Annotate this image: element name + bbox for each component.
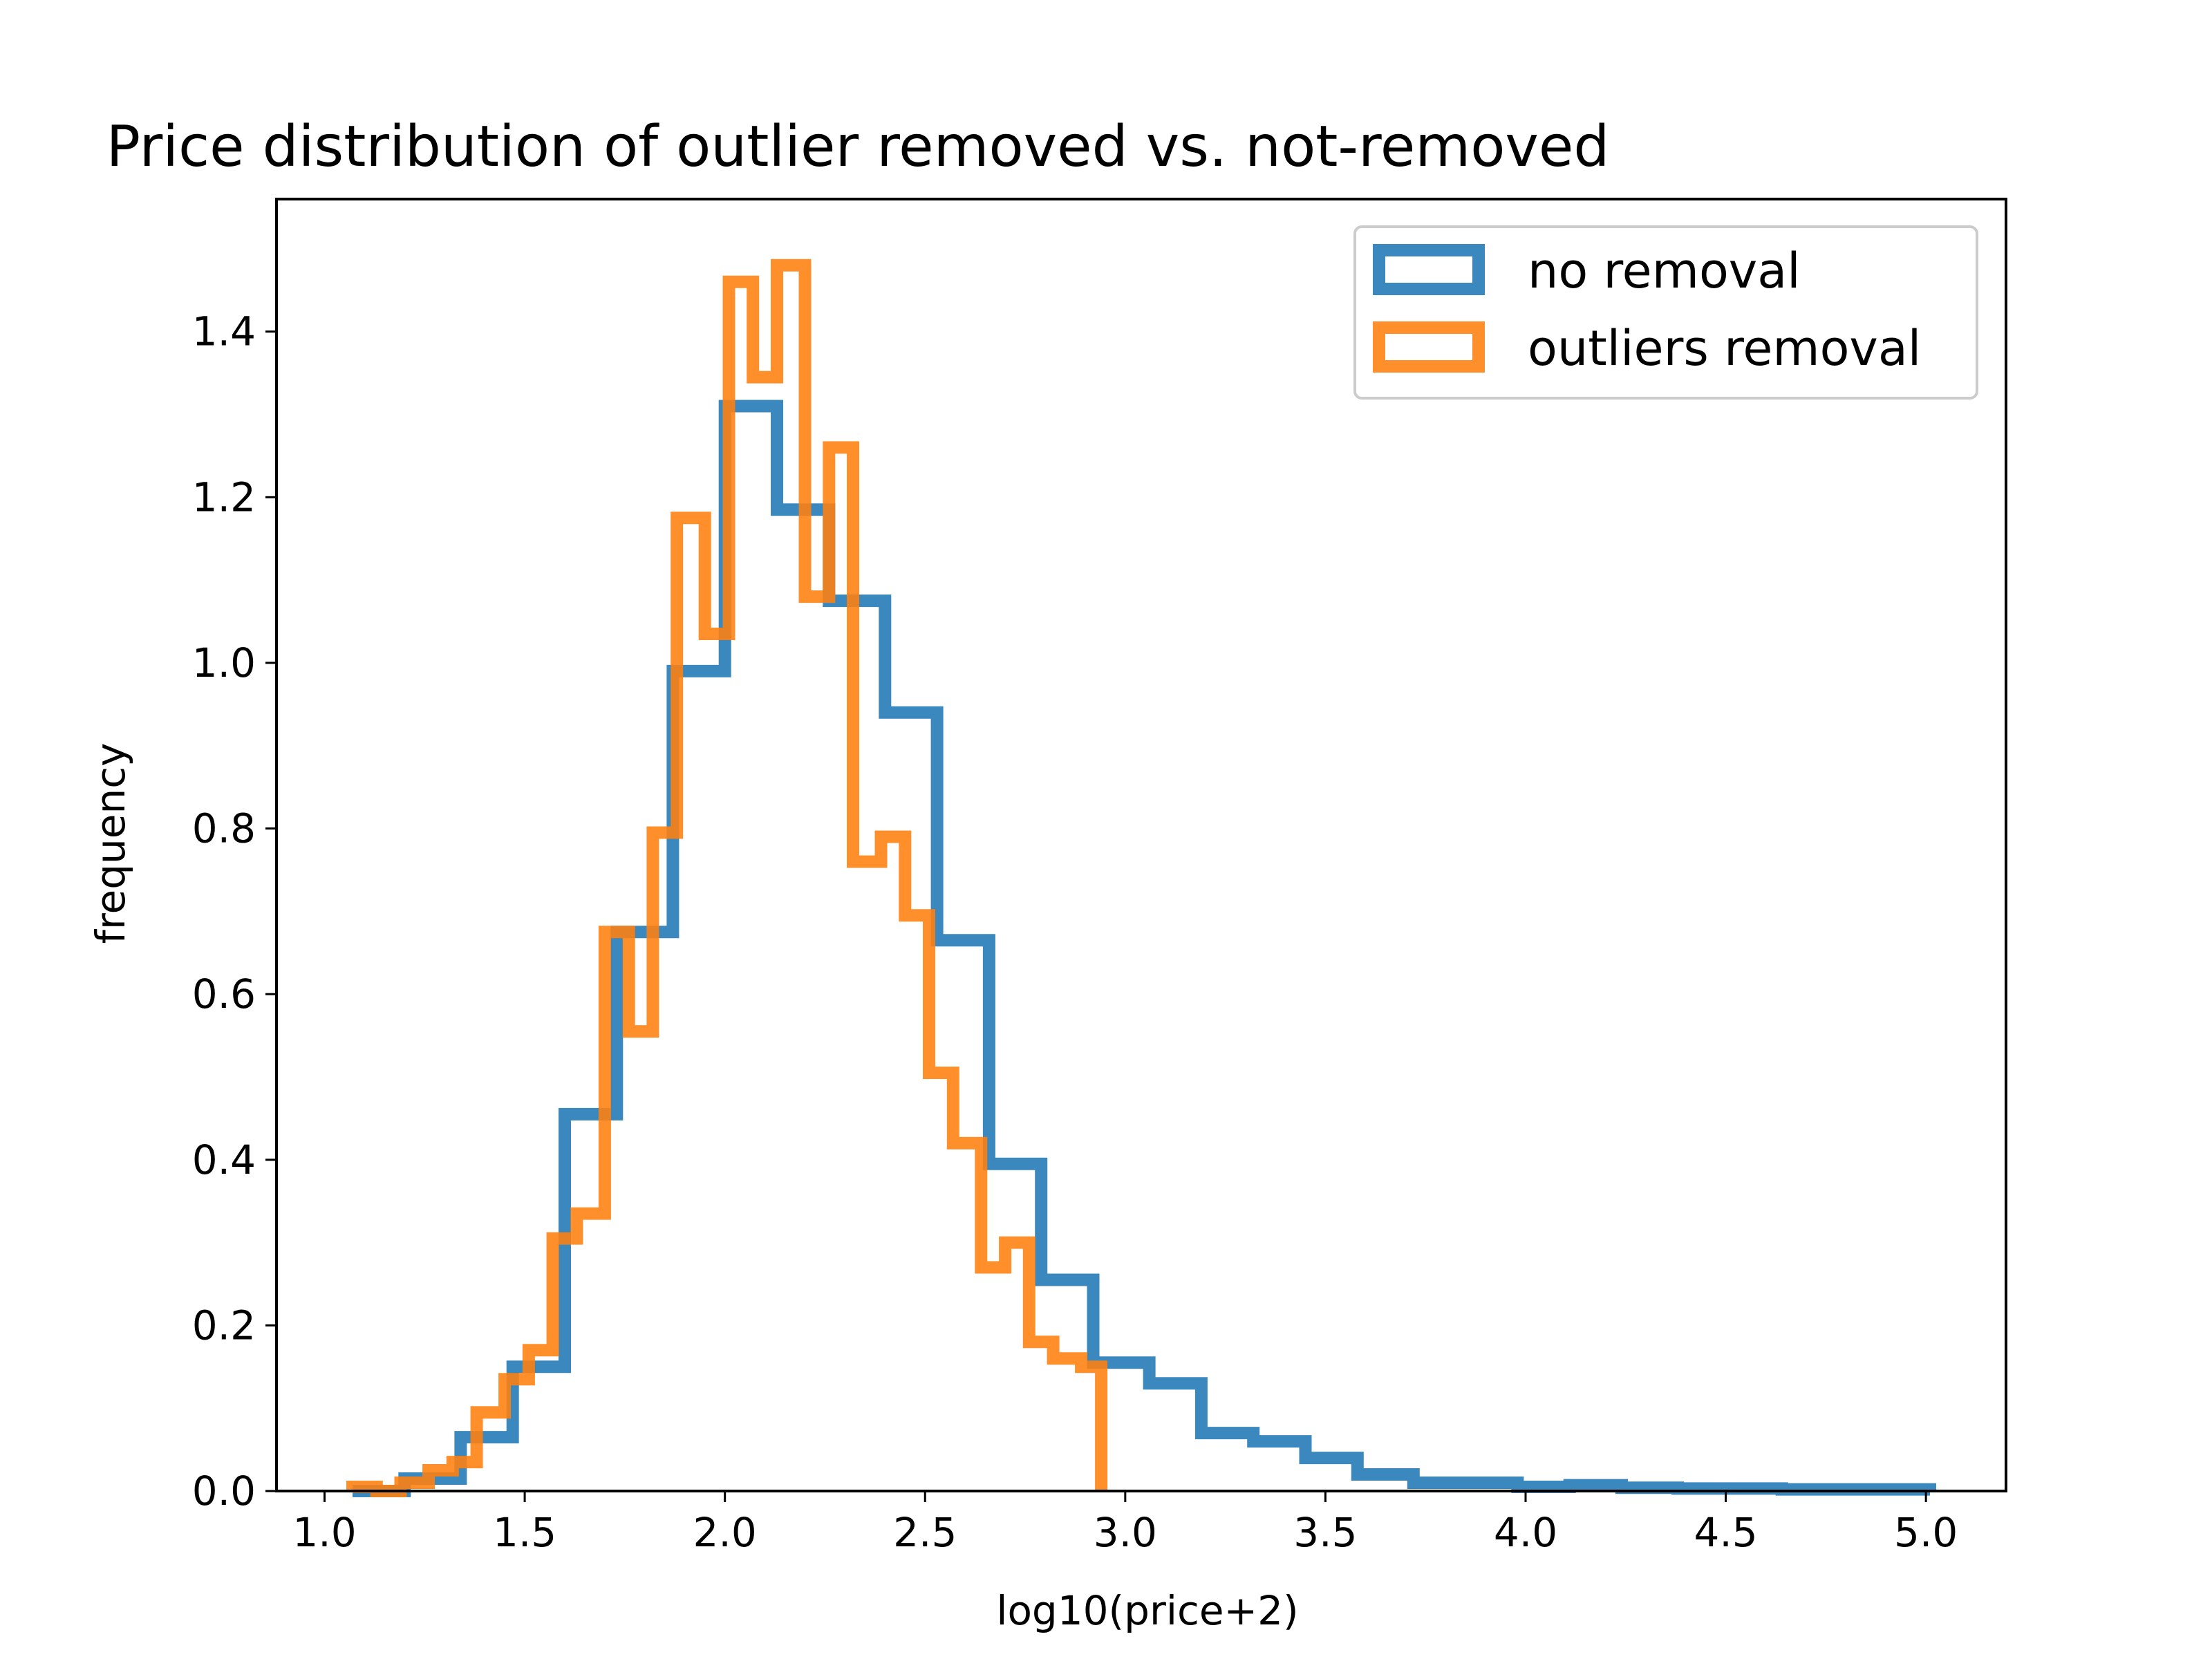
x-tick-label: 3.5 [1293, 1509, 1357, 1556]
chart-title: Price distribution of outlier removed vs… [106, 114, 1610, 180]
legend-swatch [1373, 321, 1485, 373]
x-tick-label: 2.5 [893, 1509, 957, 1556]
y-tick-label: 1.0 [192, 639, 256, 686]
x-tick-label: 4.0 [1494, 1509, 1557, 1556]
x-axis-label: log10(price+2) [996, 1587, 1298, 1634]
plot-area [346, 259, 1936, 1497]
legend-label: no removal [1528, 243, 1801, 299]
y-axis-label: frequency [87, 743, 134, 944]
y-tick-label: 0.4 [192, 1136, 256, 1183]
x-tick-label: 5.0 [1894, 1509, 1958, 1556]
y-tick-label: 0.0 [192, 1468, 256, 1515]
legend: no removal outliers removal [1353, 225, 1978, 400]
legend-box [1353, 225, 1978, 400]
x-tick-label: 4.5 [1694, 1509, 1757, 1556]
y-tick-label: 0.6 [192, 971, 256, 1018]
series-no-removal-step [353, 400, 1936, 1497]
x-tick-label: 1.5 [493, 1509, 556, 1556]
y-tick-label: 1.4 [192, 308, 256, 355]
x-tick-label: 1.0 [292, 1509, 356, 1556]
plot-frame [275, 198, 2007, 1492]
y-tick-label: 0.8 [192, 805, 256, 852]
series-outliers-removal-step [346, 259, 1108, 1497]
y-tick-label: 1.2 [192, 474, 256, 521]
legend-label: outliers removal [1528, 320, 1921, 377]
legend-swatch [1373, 244, 1485, 295]
y-axis-ticks: 0.0 0.2 0.4 0.6 0.8 1.0 1.2 1.4 [192, 308, 276, 1515]
x-axis-ticks: 1.0 1.5 2.0 2.5 3.0 3.5 4.0 4.5 5.0 [292, 1491, 1958, 1556]
x-tick-label: 2.0 [693, 1509, 757, 1556]
x-tick-label: 3.0 [1094, 1509, 1157, 1556]
y-tick-label: 0.2 [192, 1302, 256, 1349]
